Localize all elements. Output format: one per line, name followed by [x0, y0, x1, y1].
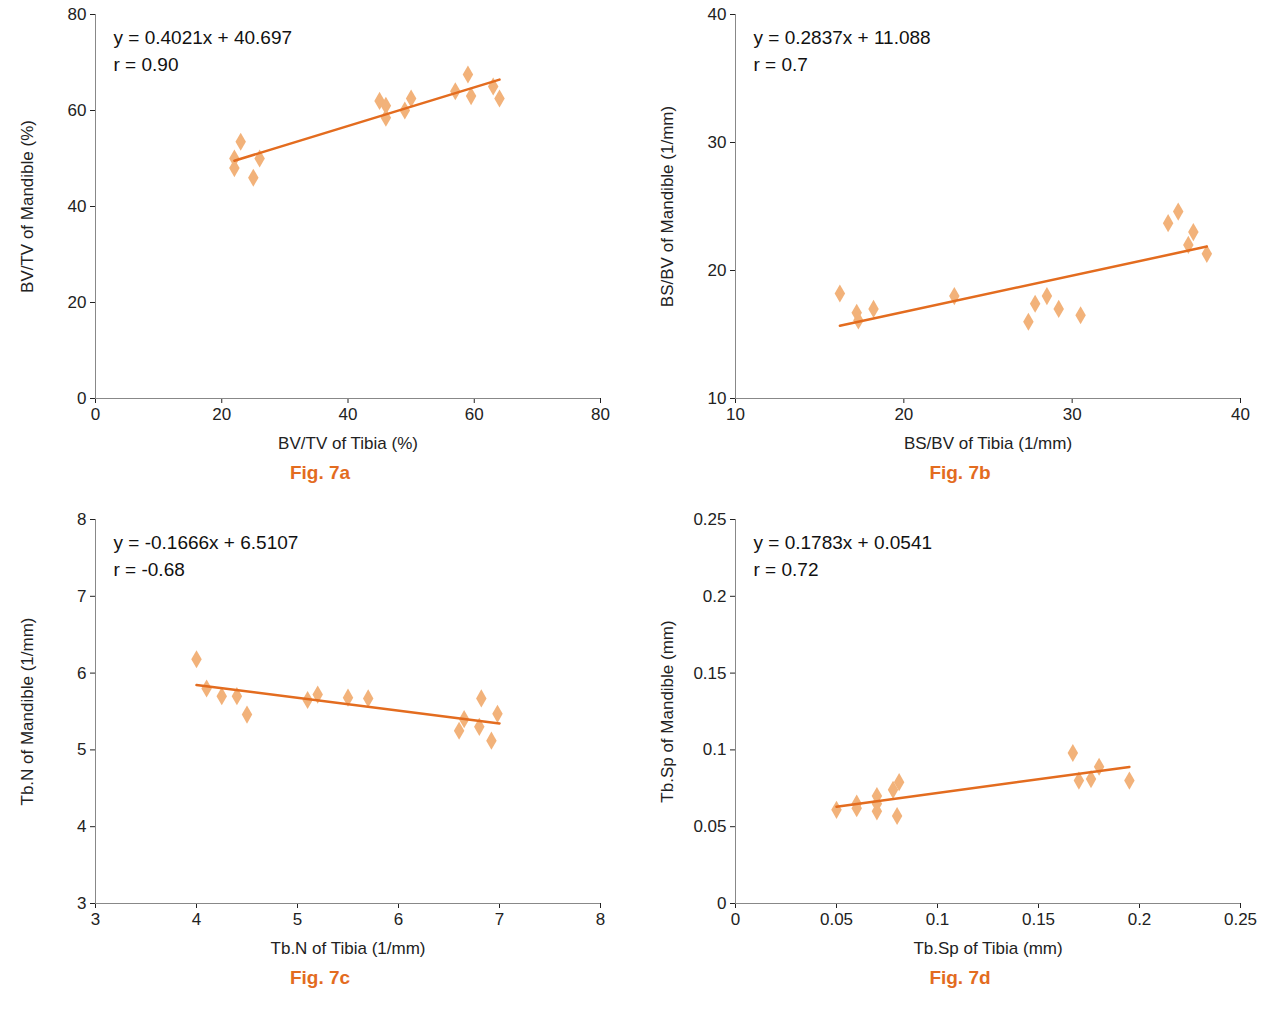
svg-text:0.15: 0.15: [693, 664, 726, 683]
svg-text:10: 10: [726, 405, 745, 424]
svg-text:7: 7: [77, 587, 86, 606]
svg-text:BV/TV of Mandible (%): BV/TV of Mandible (%): [18, 120, 37, 293]
svg-text:40: 40: [68, 197, 87, 216]
svg-text:20: 20: [708, 261, 727, 280]
svg-text:7: 7: [495, 910, 504, 929]
html-text:Fig. 7c: Fig. 7c: [289, 967, 351, 988]
html-text:Fig. 7a: Fig. 7a: [289, 462, 351, 483]
svg-text:r = 0.72: r = 0.72: [754, 559, 819, 580]
svg-text:Tb.N of Mandible (1/mm): Tb.N of Mandible (1/mm): [18, 618, 37, 806]
svg-text:3: 3: [91, 910, 100, 929]
svg-text:80: 80: [68, 5, 87, 24]
svg-text:Tb.N of Tibia (1/mm): Tb.N of Tibia (1/mm): [271, 939, 426, 958]
svg-text:Tb.Sp of Tibia (mm): Tb.Sp of Tibia (mm): [913, 939, 1062, 958]
svg-text:5: 5: [77, 740, 86, 759]
svg-text:BS/BV of Mandible (1/mm): BS/BV of Mandible (1/mm): [658, 106, 677, 307]
svg-text:30: 30: [1063, 405, 1082, 424]
svg-text:y = 0.1783x + 0.0541: y = 0.1783x + 0.0541: [754, 532, 933, 553]
svg-text:0.05: 0.05: [693, 817, 726, 836]
svg-text:20: 20: [894, 405, 913, 424]
svg-text:4: 4: [77, 817, 86, 836]
svg-text:20: 20: [68, 293, 87, 312]
svg-text:Tb.Sp of Mandible (mm): Tb.Sp of Mandible (mm): [658, 620, 677, 802]
svg-text:60: 60: [68, 101, 87, 120]
svg-text:3: 3: [77, 894, 86, 913]
svg-text:8: 8: [596, 910, 605, 929]
svg-text:0.25: 0.25: [1224, 910, 1257, 929]
svg-text:10: 10: [708, 389, 727, 408]
svg-text:8: 8: [77, 510, 86, 529]
svg-text:0.2: 0.2: [1128, 910, 1152, 929]
svg-text:6: 6: [394, 910, 403, 929]
svg-text:4: 4: [192, 910, 201, 929]
svg-text:0: 0: [91, 405, 100, 424]
html-text:Fig. 7b: Fig. 7b: [929, 462, 991, 483]
svg-text:0.25: 0.25: [693, 510, 726, 529]
svg-text:40: 40: [708, 5, 727, 24]
svg-text:BV/TV of Tibia (%): BV/TV of Tibia (%): [278, 434, 418, 453]
svg-text:y = 0.2837x + 11.088: y = 0.2837x + 11.088: [754, 27, 931, 48]
svg-text:60: 60: [465, 405, 484, 424]
svg-text:0.15: 0.15: [1022, 910, 1055, 929]
svg-text:0: 0: [77, 389, 86, 408]
svg-text:6: 6: [77, 664, 86, 683]
html-text:Fig. 7d: Fig. 7d: [929, 967, 991, 988]
svg-text:0: 0: [731, 910, 740, 929]
svg-text:40: 40: [339, 405, 358, 424]
svg-text:0.05: 0.05: [820, 910, 853, 929]
svg-text:0.2: 0.2: [703, 587, 727, 606]
svg-text:y = 0.4021x + 40.697: y = 0.4021x + 40.697: [114, 27, 293, 48]
svg-text:80: 80: [591, 405, 610, 424]
svg-text:BS/BV of Tibia (1/mm): BS/BV of Tibia (1/mm): [904, 434, 1072, 453]
svg-text:20: 20: [212, 405, 231, 424]
svg-text:r = 0.7: r = 0.7: [754, 54, 808, 75]
svg-text:r = 0.90: r = 0.90: [114, 54, 179, 75]
svg-text:5: 5: [293, 910, 302, 929]
svg-text:40: 40: [1231, 405, 1250, 424]
svg-text:0: 0: [717, 894, 726, 913]
svg-text:0.1: 0.1: [926, 910, 950, 929]
svg-text:30: 30: [708, 133, 727, 152]
svg-text:r = -0.68: r = -0.68: [114, 559, 185, 580]
svg-text:y = -0.1666x + 6.5107: y = -0.1666x + 6.5107: [114, 532, 299, 553]
svg-text:0.1: 0.1: [703, 740, 727, 759]
